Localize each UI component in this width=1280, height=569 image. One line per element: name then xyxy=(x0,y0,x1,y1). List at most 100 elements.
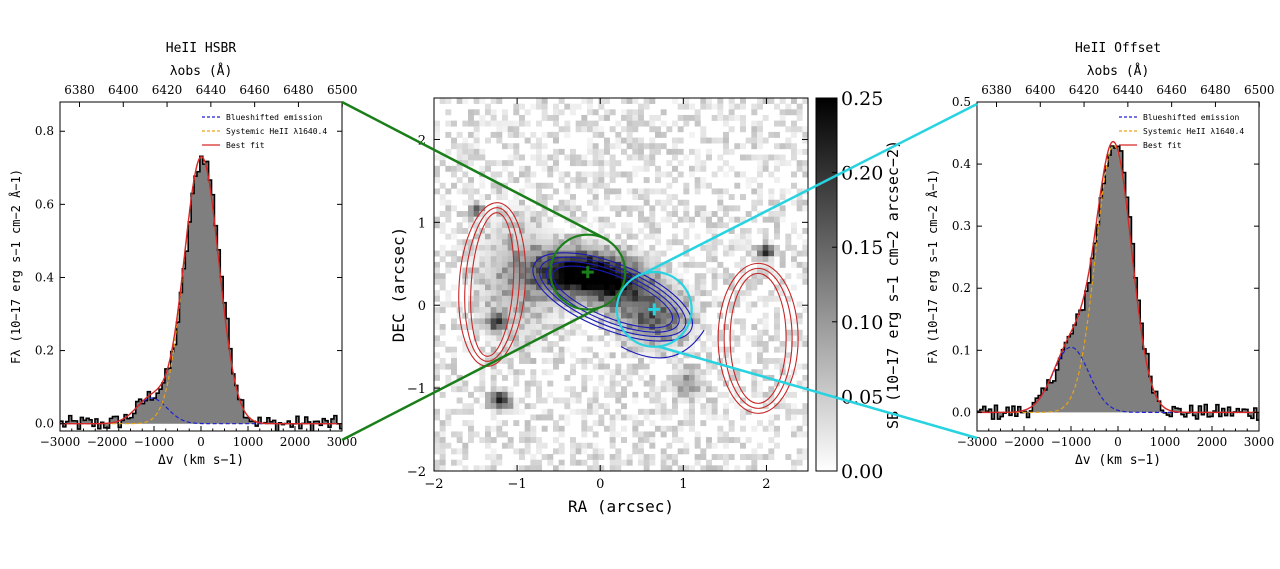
map-pixel xyxy=(598,126,605,133)
map-pixel xyxy=(689,335,695,342)
map-pixel xyxy=(524,109,531,116)
map-pixel xyxy=(723,346,729,353)
map-pixel xyxy=(774,216,780,223)
map-pixel xyxy=(655,143,661,150)
map-pixel xyxy=(490,425,497,432)
map-pixel xyxy=(609,380,616,387)
map-pixel xyxy=(530,346,537,353)
map-pixel xyxy=(745,227,752,234)
map-pixel xyxy=(734,290,741,297)
map-pixel xyxy=(479,194,486,201)
map-pixel xyxy=(649,374,656,381)
map-pixel xyxy=(768,239,775,246)
map-pixel xyxy=(530,374,537,381)
map-pixel xyxy=(592,431,599,438)
map-pixel xyxy=(626,374,633,381)
map-pixel xyxy=(638,120,644,127)
map-pixel xyxy=(740,244,746,251)
map-pixel xyxy=(581,295,588,302)
spectrum-step-line xyxy=(977,145,1259,421)
map-pixel xyxy=(643,335,650,342)
red-contour-right xyxy=(723,267,793,409)
map-pixel xyxy=(802,261,808,268)
map-pixel xyxy=(598,414,605,421)
map-pixel xyxy=(638,256,644,263)
map-pixel xyxy=(456,380,463,387)
map-pixel xyxy=(672,425,678,432)
map-pixel xyxy=(513,465,520,471)
map-pixel xyxy=(507,273,514,280)
y-tick-label: −2 xyxy=(407,465,426,480)
map-pixel xyxy=(575,278,582,285)
map-pixel xyxy=(575,182,582,189)
map-pixel xyxy=(530,324,537,331)
map-pixel xyxy=(728,109,735,116)
map-pixel xyxy=(779,290,786,297)
map-pixel xyxy=(751,267,758,274)
map-pixel xyxy=(439,211,446,217)
map-pixel xyxy=(700,284,707,291)
map-pixel xyxy=(683,391,690,398)
map-pixel xyxy=(751,369,758,376)
map-pixel xyxy=(496,425,503,432)
map-pixel xyxy=(530,414,537,421)
map-pixel xyxy=(785,335,792,342)
map-pixel xyxy=(757,341,763,347)
map-pixel xyxy=(490,346,497,353)
map-pixel xyxy=(570,103,576,110)
map-pixel xyxy=(592,171,599,178)
map-pixel xyxy=(717,431,724,438)
map-pixel xyxy=(751,216,758,223)
map-pixel xyxy=(796,380,803,387)
map-pixel xyxy=(615,284,622,291)
map-pixel xyxy=(502,295,508,302)
map-pixel xyxy=(632,205,639,212)
map-pixel xyxy=(451,431,457,438)
map-pixel xyxy=(711,284,718,291)
map-pixel xyxy=(672,346,678,353)
map-pixel xyxy=(598,290,605,297)
top-tick-label: 6440 xyxy=(196,83,227,97)
map-pixel xyxy=(524,211,531,217)
map-pixel xyxy=(581,233,588,240)
map-pixel xyxy=(530,459,537,466)
map-pixel xyxy=(706,182,712,189)
map-pixel xyxy=(502,227,508,234)
map-pixel xyxy=(762,137,769,144)
map-pixel xyxy=(740,442,746,449)
map-pixel xyxy=(468,216,474,223)
map-pixel xyxy=(677,216,684,223)
map-pixel xyxy=(462,239,469,246)
map-pixel xyxy=(479,267,486,274)
map-pixel xyxy=(547,312,554,319)
map-pixel xyxy=(587,261,593,268)
map-pixel xyxy=(762,454,769,461)
map-pixel xyxy=(513,222,520,229)
map-pixel xyxy=(485,290,491,297)
map-pixel xyxy=(570,239,576,246)
map-pixel xyxy=(445,301,452,308)
map-pixel xyxy=(609,352,616,359)
map-pixel xyxy=(757,335,763,342)
map-pixel xyxy=(677,318,684,325)
map-pixel xyxy=(660,205,667,212)
map-pixel xyxy=(564,211,571,217)
map-pixel xyxy=(683,442,690,449)
map-pixel xyxy=(711,408,718,415)
map-pixel xyxy=(439,244,446,251)
map-pixel xyxy=(434,131,440,138)
map-pixel xyxy=(581,244,588,251)
map-pixel xyxy=(462,403,469,410)
map-pixel xyxy=(802,403,808,410)
map-pixel xyxy=(490,120,497,127)
map-pixel xyxy=(723,188,729,195)
map-pixel xyxy=(649,120,656,127)
map-pixel xyxy=(485,233,491,240)
map-pixel xyxy=(621,346,627,353)
map-pixel xyxy=(649,284,656,291)
map-pixel xyxy=(536,239,542,246)
map-pixel xyxy=(802,273,808,280)
map-pixel xyxy=(564,290,571,297)
map-pixel xyxy=(655,346,661,353)
map-pixel xyxy=(649,318,656,325)
